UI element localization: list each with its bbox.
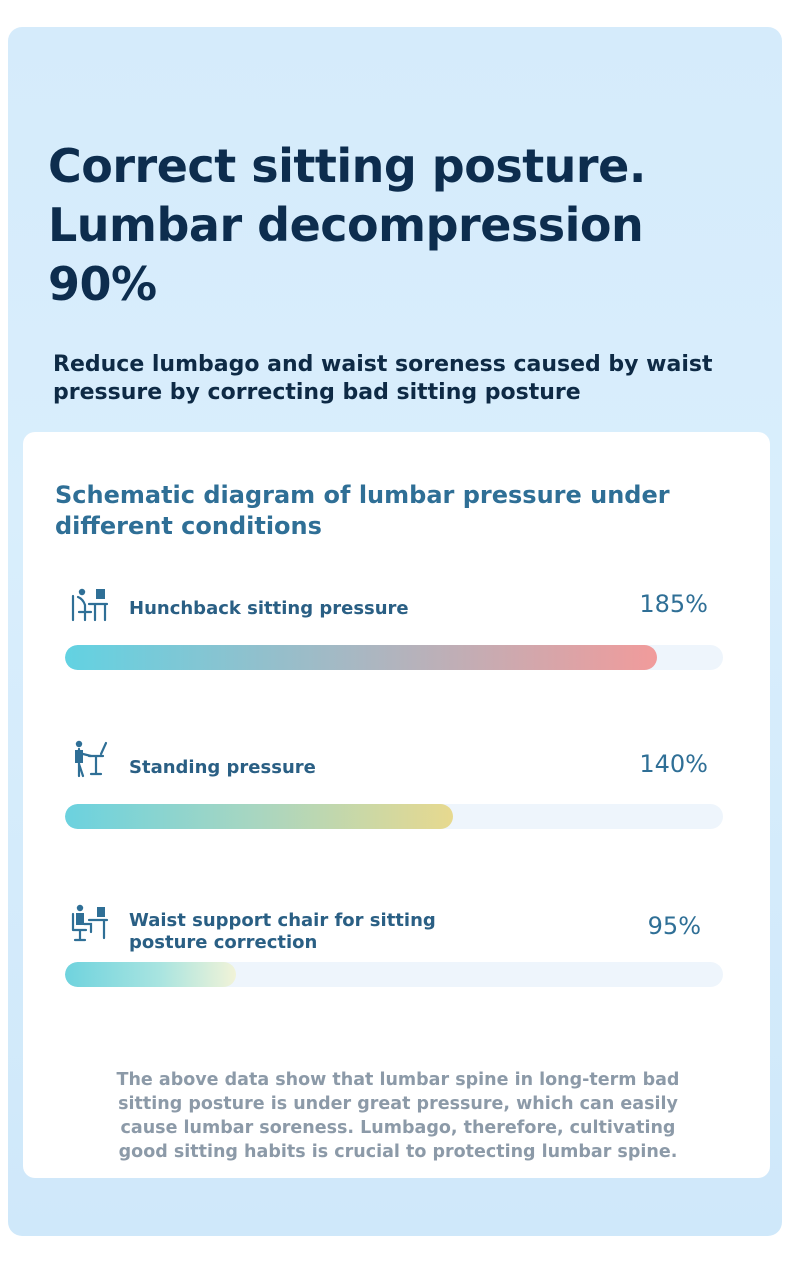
hunched-sitting-at-desk-icon — [71, 588, 109, 622]
footnote: The above data show that lumbar spine in… — [116, 1070, 680, 1162]
pressure-bar-track — [65, 645, 723, 670]
upright-sitting-chair-icon — [71, 904, 109, 942]
pressure-bar-fill — [65, 645, 658, 670]
standing-at-desk-icon — [75, 740, 108, 778]
row-value: 185% — [639, 590, 708, 618]
pressure-bar-track — [65, 804, 723, 829]
row-value: 95% — [647, 912, 701, 940]
pressure-card: Schematic diagram of lumbar pressure und… — [23, 432, 770, 1178]
card-title: Schematic diagram of lumbar pressure und… — [55, 481, 670, 540]
row-label: Waist support chair for sitting posture … — [129, 910, 436, 953]
row-value: 140% — [639, 750, 708, 778]
page-subtitle: Reduce lumbago and waist soreness caused… — [53, 352, 713, 405]
pressure-bar-track — [65, 962, 723, 987]
pressure-bar-fill — [65, 962, 237, 987]
page-title: Correct sitting posture. Lumbar decompre… — [48, 139, 646, 311]
row-label: Hunchback sitting pressure — [129, 598, 409, 619]
row-label: Standing pressure — [129, 757, 316, 778]
pressure-bar-fill — [65, 804, 454, 829]
